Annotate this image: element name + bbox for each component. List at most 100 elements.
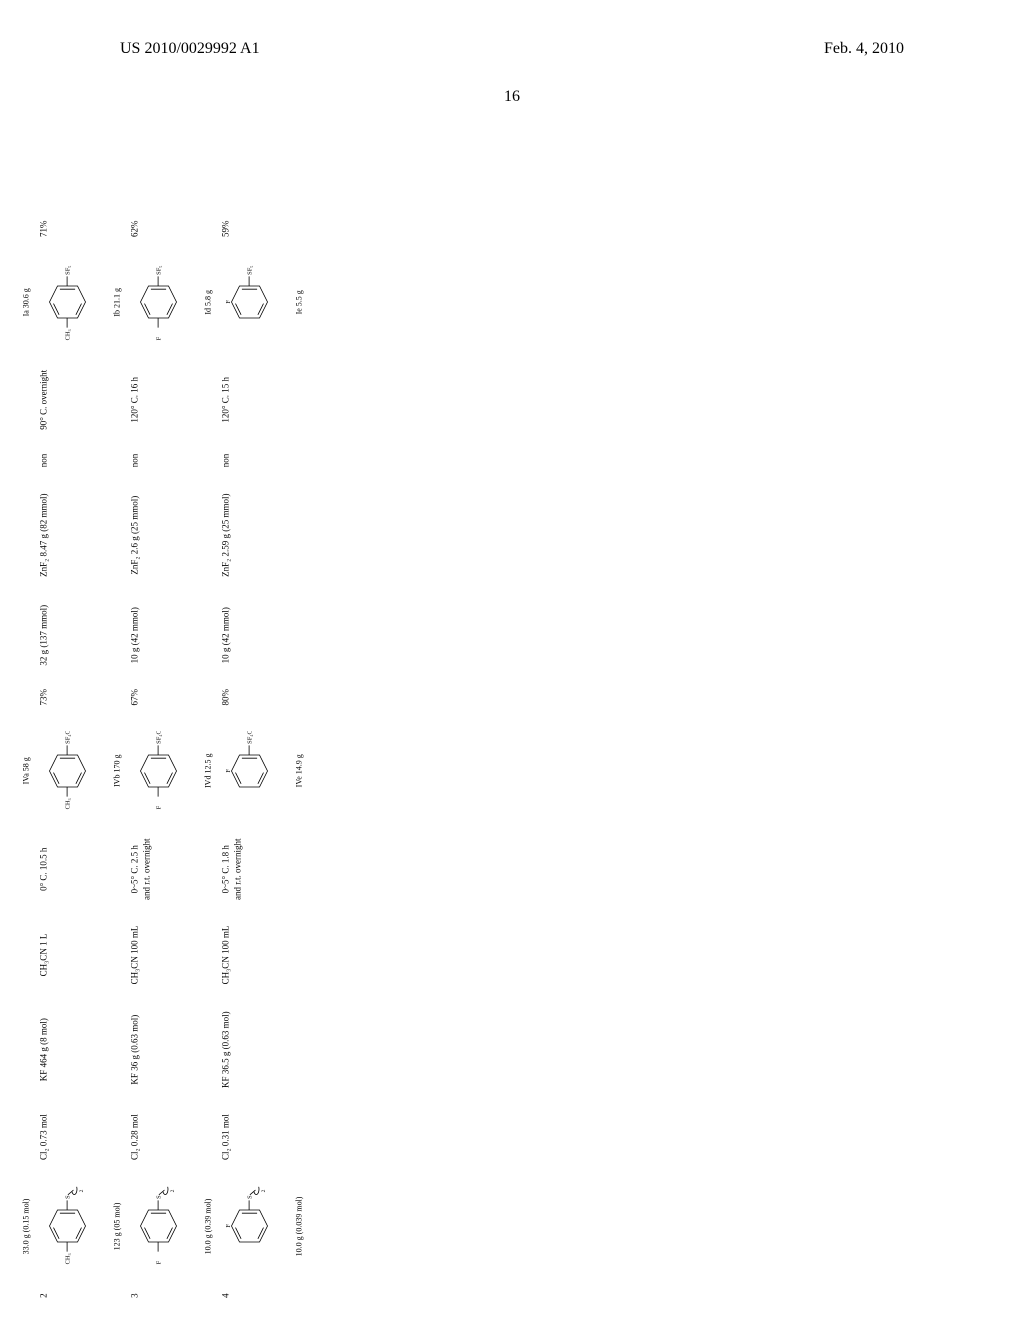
solv-cell: non — [126, 443, 217, 479]
iv-structure: SF₄Cl F IVe 14.9 g — [217, 716, 308, 825]
yield2-cell: 59% — [217, 210, 308, 248]
yield1-cell: 73% — [35, 679, 126, 716]
halogen-cell: Cl₂ 0.73 mol — [35, 1102, 126, 1171]
cond2-cell: 120° C. 15 h — [217, 357, 308, 443]
svg-text:SF₅: SF₅ — [65, 266, 72, 275]
table-row: 3 S 2 F 10.0 g (0.39 mol) Cl₂ 0.28 molKF 36 g… — [126, 210, 217, 1310]
iia-structure: S2F10.0 g (0.039 mol) — [217, 1172, 308, 1281]
benzene-ring-icon: S2CH₃ — [39, 1186, 109, 1266]
iv-structure: SF₄Cl F IVd 12.5 g — [126, 716, 217, 825]
svg-text:CH₃: CH₃ — [65, 798, 72, 809]
i-structure: SF₅ Ia 30.6 g — [0, 248, 35, 357]
cond2-cell: 120° C. 16 h — [126, 357, 217, 443]
yield1-cell: 80% — [217, 679, 308, 716]
ex-cell: 3 — [126, 1281, 217, 1310]
table-row: 4S2F10.0 g (0.039 mol)Cl₂ 0.31 molKF 36.… — [217, 210, 308, 1310]
halogen-cell: Cl₂ ~1.2 mol — [0, 1102, 35, 1171]
structure-caption: IVa 58 g — [22, 757, 31, 784]
structure-caption: Ib 21.1 g — [113, 288, 122, 317]
benzene-ring-icon: SF₄Cl — [0, 731, 18, 811]
structure-caption: IVe 14.9 g — [295, 754, 304, 787]
solvent-cell: CH₃CN 100 mL — [217, 913, 308, 997]
svg-text:SF₅: SF₅ — [156, 266, 163, 275]
solvent-cell: CH₃CH 300 ml — [0, 913, 35, 997]
i-structure: SF₅ F Ie 5.5 g — [217, 248, 308, 357]
structure-caption: Ia 30.6 g — [22, 288, 31, 316]
benzene-ring-icon: SF₅ CH₃ — [39, 262, 109, 342]
table-body: 1S233.0 g (0.15 mol)Cl₂ ~1.2 molKF 140 g… — [0, 210, 308, 1310]
svg-text:F: F — [156, 337, 163, 341]
iii-cell: KF 36 g (0.63 mol) — [126, 997, 217, 1102]
iii-cell: KF 36.5 g (0.63 mol) — [217, 997, 308, 1102]
cond1-cell: 0~5° C. ~9.5 h — [0, 826, 35, 913]
svg-text:CH₃: CH₃ — [65, 330, 72, 341]
structure-caption: Id 5.8 g — [204, 290, 213, 315]
svg-text:F: F — [156, 1261, 163, 1265]
svg-text:SF₄Cl: SF₄Cl — [65, 731, 72, 744]
benzene-ring-icon: SF₄Cl F — [130, 731, 200, 811]
benzene-ring-icon: S 2 F — [130, 1186, 200, 1266]
svg-text:SF₄Cl: SF₄Cl — [156, 731, 163, 744]
solvent-cell: CH₃CN 100 mL — [126, 913, 217, 997]
yield2-cell: 62% — [126, 210, 217, 248]
table-row: 2S2CH₃123 g (05 mol)Cl₂ 0.73 molKF 464 g… — [35, 210, 126, 1310]
svg-text:F: F — [156, 805, 163, 809]
benzene-ring-icon: SF₅ F — [221, 262, 291, 342]
cond2-cell: 90° C. overnight — [35, 357, 126, 443]
yield2-cell: 71% — [35, 210, 126, 248]
yield2-cell: 75% — [0, 210, 35, 248]
i-structure: SF₅ F Id 5.8 g — [126, 248, 217, 357]
amount-iv-cell: 32 g (137 mmol) — [35, 592, 126, 679]
structure-caption: IVb 170 g — [113, 755, 122, 787]
halogen-cell: Cl₂ 0.31 mol — [217, 1102, 308, 1171]
halogen-cell: Cl₂ 0.28 mol — [126, 1102, 217, 1171]
ex-cell: 1 — [0, 1281, 35, 1310]
structure-caption: 10.0 g (0.39 mol) — [204, 1199, 213, 1255]
i-structure: SF₅ CH₃ Ib 21.1 g — [35, 248, 126, 357]
yield1-cell: 67% — [126, 679, 217, 716]
structure-caption: IVd 12.5 g — [204, 754, 213, 788]
structure-caption: 33.0 g (0.15 mol) — [22, 1199, 31, 1255]
page-header: US 2010/0029992 A1 Feb. 4, 2010 — [0, 0, 1024, 58]
ex-cell: 2 — [35, 1281, 126, 1310]
benzene-ring-icon: S 2 F — [221, 1186, 291, 1266]
fluoride-cell: ZnF₂ 8.47 g (82 mmol) — [35, 478, 126, 592]
amount-iv-cell: 10 g (42 mmol) — [217, 592, 308, 679]
cond1-cell: 0° C. 10.5 h — [35, 826, 126, 913]
chemistry-table: Process I Process II Ex. (IIa) Halogen (… — [0, 210, 308, 1310]
svg-text:S: S — [247, 1195, 254, 1199]
fluoride-cell: ZnF₂ 2.59 g (25 mmol) — [217, 478, 308, 592]
publication-date: Feb. 4, 2010 — [824, 40, 904, 58]
benzene-ring-icon: SF₄Cl CH₃ — [39, 731, 109, 811]
yield1-cell: 88% — [0, 679, 35, 716]
svg-text:F: F — [225, 300, 232, 304]
iii-cell: KF 464 g (8 mol) — [35, 997, 126, 1102]
benzene-ring-icon: SF₅ F — [130, 262, 200, 342]
iia-structure: S2 33.0 g (0.15 mol) — [0, 1172, 35, 1281]
benzene-ring-icon: SF₅ — [0, 262, 18, 342]
iii-cell: KF 140 g (2.4 mol) — [0, 997, 35, 1102]
svg-text:2: 2 — [170, 1190, 176, 1193]
amount-iv-cell: 44 g (0.2 mol) — [0, 592, 35, 679]
svg-text:CH₃: CH₃ — [65, 1254, 72, 1265]
solvent-cell: CH₃CN 1 L — [35, 913, 126, 997]
iia-structure: S2CH₃123 g (05 mol) — [35, 1172, 126, 1281]
svg-text:2: 2 — [261, 1190, 267, 1193]
cond1-cell: 0~5° C. 1.8 hand r.t. overnight — [217, 826, 308, 913]
svg-text:F: F — [225, 1224, 232, 1228]
svg-text:S: S — [156, 1195, 163, 1199]
iv-structure: SF₄Cl IVa 58 g — [0, 716, 35, 825]
svg-text:F: F — [225, 768, 232, 772]
svg-text:SF₅: SF₅ — [247, 266, 254, 275]
structure-caption: Ie 5.5 g — [295, 290, 304, 314]
benzene-ring-icon: S2 — [0, 1186, 18, 1266]
svg-text:SF₄Cl: SF₄Cl — [247, 731, 254, 744]
cond2-cell: 120° C. 20 h — [0, 357, 35, 443]
page-number: 16 — [0, 88, 1024, 106]
benzene-ring-icon: SF₄Cl F — [221, 731, 291, 811]
ex-cell: 4 — [217, 1281, 308, 1310]
iia-structure: S 2 F 10.0 g (0.39 mol) — [126, 1172, 217, 1281]
svg-text:S: S — [65, 1195, 72, 1199]
solv-cell: non — [35, 443, 126, 479]
fluoride-cell: ZnF₂ 2.6 g (25 mmol) — [126, 478, 217, 592]
